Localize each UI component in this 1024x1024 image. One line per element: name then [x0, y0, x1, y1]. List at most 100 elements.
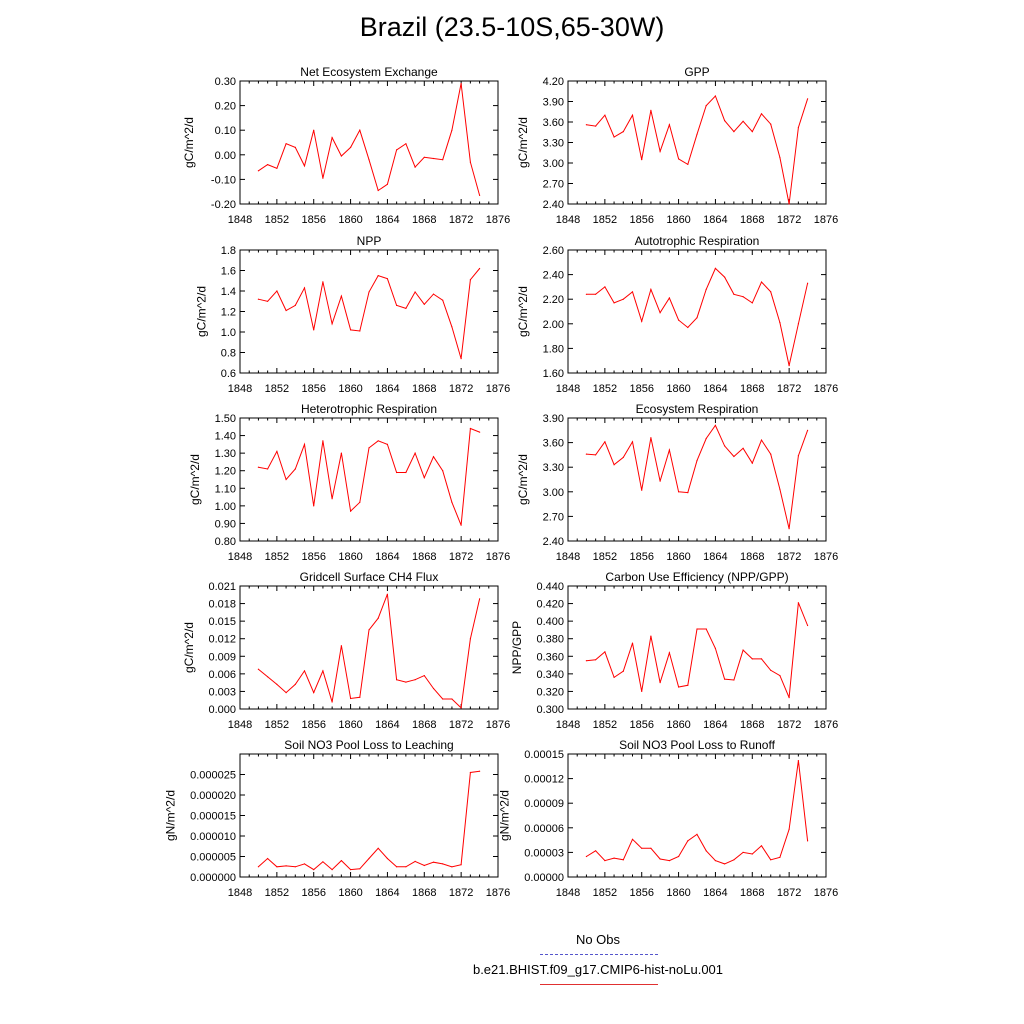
ecosystem-respiration-x-tick-label: 1876: [814, 551, 838, 563]
carbon-use-efficiency-npp-gpp-data-point: [788, 697, 790, 699]
net-ecosystem-exchange-y-tick-label: -0.20: [211, 199, 236, 211]
carbon-use-efficiency-npp-gpp-chart: Carbon Use Efficiency (NPP/GPP) 1848 1852 1…: [510, 570, 838, 731]
heterotrophic-respiration-data-point: [303, 443, 306, 445]
ecosystem-respiration-data-point: [668, 449, 671, 451]
autotrophic-respiration-y-axis-label: gC/m^2/d: [516, 286, 530, 337]
soil-no3-pool-loss-to-leaching-data-point: [322, 861, 324, 863]
npp-series-line: [258, 268, 480, 359]
gridcell-surface-ch4-flux-data-point: [340, 645, 342, 647]
carbon-use-efficiency-npp-gpp-data-point: [604, 651, 606, 653]
ecosystem-respiration-x-tick-label: 1856: [629, 551, 653, 563]
net-ecosystem-exchange-x-tick-label: 1876: [486, 214, 510, 226]
ecosystem-respiration-chart: Ecosystem Respiration 1848 1852 1856 1860 186…: [516, 402, 838, 563]
npp-data-point: [469, 279, 471, 281]
autotrophic-respiration-x-tick-label: 1860: [666, 383, 690, 395]
npp-data-point: [460, 358, 462, 360]
net-ecosystem-exchange-data-point: [386, 183, 388, 185]
gridcell-surface-ch4-flux-data-point: [479, 598, 481, 600]
soil-no3-pool-loss-to-runoff-data-point: [770, 859, 772, 861]
carbon-use-efficiency-npp-gpp-data-point: [797, 602, 800, 604]
soil-no3-pool-loss-to-leaching-x-tick-label: 1848: [228, 887, 252, 899]
autotrophic-respiration-data-point: [613, 302, 615, 304]
soil-no3-pool-loss-to-leaching-data-point: [267, 857, 269, 860]
net-ecosystem-exchange-y-tick-label: 0.30: [215, 76, 236, 88]
autotrophic-respiration-y-tick-label: 2.60: [543, 245, 564, 257]
autotrophic-respiration-x-tick-label: 1872: [777, 383, 801, 395]
carbon-use-efficiency-npp-gpp-x-tick-label: 1872: [777, 719, 801, 731]
npp-chart: NPP 1848 1852 1856 1860 1864 1868 1872 1876 0.6 0.…: [194, 234, 510, 395]
heterotrophic-respiration-data-point: [267, 468, 269, 470]
soil-no3-pool-loss-to-leaching-data-point: [469, 771, 471, 774]
net-ecosystem-exchange-data-point: [405, 143, 407, 145]
autotrophic-respiration-x-tick-label: 1876: [814, 383, 838, 395]
net-ecosystem-exchange-data-point: [396, 149, 398, 151]
net-ecosystem-exchange-data-point: [276, 167, 278, 169]
heterotrophic-respiration-data-point: [359, 501, 361, 503]
net-ecosystem-exchange-title: Net Ecosystem Exchange: [300, 65, 438, 79]
soil-no3-pool-loss-to-leaching-data-point: [386, 857, 388, 860]
gpp-data-point: [668, 124, 671, 126]
soil-no3-pool-loss-to-runoff-data-point: [779, 856, 781, 858]
autotrophic-respiration-data-point: [770, 291, 772, 293]
soil-no3-pool-loss-to-runoff-data-point: [585, 855, 588, 858]
gridcell-surface-ch4-flux-data-point: [460, 707, 462, 709]
autotrophic-respiration-data-point: [751, 302, 753, 304]
soil-no3-pool-loss-to-runoff-data-point: [604, 860, 606, 862]
autotrophic-respiration-data-point: [622, 298, 624, 300]
gridcell-surface-ch4-flux-data-point: [331, 701, 333, 703]
heterotrophic-respiration-y-tick-label: 1.20: [215, 466, 236, 478]
heterotrophic-respiration-x-tick-label: 1848: [228, 551, 252, 563]
ecosystem-respiration-data-point: [751, 462, 753, 464]
gpp-data-point: [724, 120, 726, 122]
soil-no3-pool-loss-to-leaching-x-tick-label: 1852: [265, 887, 289, 899]
gridcell-surface-ch4-flux-data-point: [451, 698, 453, 700]
gpp-y-tick-label: 3.90: [543, 97, 564, 109]
gridcell-surface-ch4-flux-data-point: [386, 593, 388, 595]
carbon-use-efficiency-npp-gpp-y-tick-label: 0.300: [536, 704, 564, 716]
carbon-use-efficiency-npp-gpp-x-tick-label: 1864: [703, 719, 727, 731]
gpp-data-point: [613, 136, 615, 138]
autotrophic-respiration-data-point: [631, 291, 634, 293]
npp-data-point: [285, 309, 287, 312]
net-ecosystem-exchange-data-point: [423, 156, 425, 158]
npp-x-tick-label: 1876: [486, 383, 510, 395]
soil-no3-pool-loss-to-leaching-data-point: [350, 869, 352, 871]
heterotrophic-respiration-data-point: [460, 524, 462, 526]
npp-x-tick-label: 1872: [449, 383, 473, 395]
ecosystem-respiration-data-point: [650, 437, 652, 439]
net-ecosystem-exchange-x-tick-label: 1864: [375, 214, 399, 226]
carbon-use-efficiency-npp-gpp-data-point: [705, 628, 707, 630]
npp-data-point: [267, 300, 269, 302]
heterotrophic-respiration-x-tick-label: 1872: [449, 551, 473, 563]
autotrophic-respiration-data-point: [733, 293, 735, 295]
soil-no3-pool-loss-to-leaching-x-tick-label: 1860: [338, 887, 362, 899]
soil-no3-pool-loss-to-leaching-title: Soil NO3 Pool Loss to Leaching: [284, 738, 453, 752]
carbon-use-efficiency-npp-gpp-data-point: [585, 660, 588, 662]
gridcell-surface-ch4-flux-y-tick-label: 0.012: [208, 634, 236, 646]
heterotrophic-respiration-data-point: [313, 505, 315, 507]
npp-data-point: [451, 326, 453, 328]
soil-no3-pool-loss-to-runoff-data-point: [733, 859, 735, 861]
net-ecosystem-exchange-chart: Net Ecosystem Exchange 1848 1852 1856 1860 18…: [182, 65, 510, 226]
npp-y-axis-label: gC/m^2/d: [194, 286, 208, 337]
carbon-use-efficiency-npp-gpp-data-point: [733, 679, 735, 681]
npp-data-point: [432, 293, 435, 295]
soil-no3-pool-loss-to-runoff-data-point: [622, 859, 624, 861]
gridcell-surface-ch4-flux-y-tick-label: 0.000: [208, 704, 236, 716]
heterotrophic-respiration-y-tick-label: 1.10: [215, 483, 236, 495]
soil-no3-pool-loss-to-leaching-data-point: [359, 868, 361, 870]
carbon-use-efficiency-npp-gpp-data-point: [714, 647, 717, 650]
ecosystem-respiration-y-tick-label: 3.00: [543, 487, 564, 499]
npp-x-tick-label: 1868: [412, 383, 436, 395]
gpp-data-point: [678, 158, 680, 160]
gpp-x-tick-label: 1852: [593, 214, 617, 226]
autotrophic-respiration-y-tick-label: 2.40: [543, 270, 564, 282]
gridcell-surface-ch4-flux-data-point: [405, 681, 407, 683]
heterotrophic-respiration-y-tick-label: 1.00: [215, 501, 236, 513]
gpp-y-tick-label: 3.60: [543, 117, 564, 129]
net-ecosystem-exchange-x-tick-label: 1872: [449, 214, 473, 226]
soil-no3-pool-loss-to-leaching-data-point: [442, 863, 444, 865]
soil-no3-pool-loss-to-runoff-data-point: [724, 863, 726, 865]
soil-no3-pool-loss-to-leaching-y-tick-label: 0.000020: [190, 790, 236, 802]
carbon-use-efficiency-npp-gpp-data-point: [631, 642, 634, 644]
